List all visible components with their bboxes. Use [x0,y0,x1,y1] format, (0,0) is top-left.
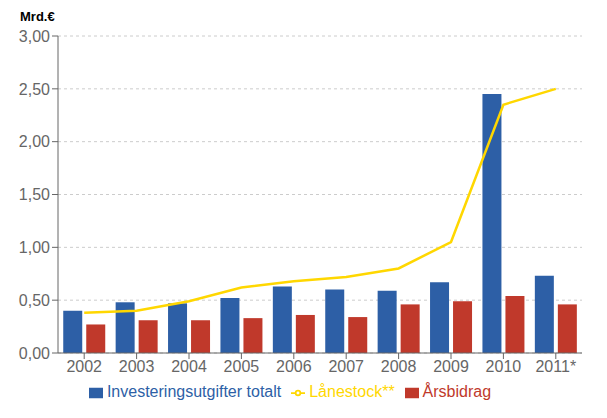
svg-text:2005: 2005 [224,358,260,375]
svg-text:2009: 2009 [433,358,469,375]
svg-text:2002: 2002 [66,358,102,375]
svg-text:2008: 2008 [381,358,417,375]
svg-text:1,50: 1,50 [19,186,50,203]
svg-text:0,50: 0,50 [19,292,50,309]
svg-text:2006: 2006 [276,358,312,375]
svg-text:2003: 2003 [119,358,155,375]
svg-text:3,00: 3,00 [19,28,50,45]
svg-text:2007: 2007 [328,358,364,375]
svg-text:0,00: 0,00 [19,345,50,362]
svg-text:2004: 2004 [171,358,207,375]
svg-text:2,50: 2,50 [19,81,50,98]
svg-text:2010: 2010 [486,358,522,375]
svg-text:1,00: 1,00 [19,239,50,256]
svg-text:2,00: 2,00 [19,133,50,150]
html-text:Årsbidrag: Årsbidrag [422,383,492,400]
svg-text:2011*: 2011* [535,358,576,375]
html-text:Investeringsutgifter totalt: Investeringsutgifter totalt [106,383,282,400]
html-text:Mrd.€: Mrd.€ [20,9,55,24]
html-text:Lånestock**: Lånestock** [309,383,395,400]
